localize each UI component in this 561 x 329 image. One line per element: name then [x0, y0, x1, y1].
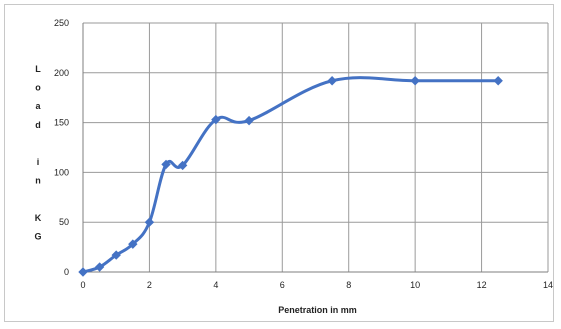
x-tick-label: 12 [477, 280, 487, 290]
axis-titles: Penetration in mm [278, 305, 357, 315]
data-point-marker [327, 76, 337, 86]
x-axis-title: Penetration in mm [278, 305, 357, 315]
tick-labels: 0 50 100 150 200 250 0 2 4 6 8 10 12 14 [54, 18, 553, 290]
x-tick-label: 14 [543, 280, 553, 290]
data-point-marker [177, 160, 188, 171]
data-point-marker [410, 76, 420, 86]
axes [82, 23, 548, 273]
data-point-marker [211, 114, 221, 125]
x-tick-label: 8 [346, 280, 351, 290]
y-tick-label: 250 [54, 18, 69, 28]
y-tick-label: 50 [59, 217, 69, 227]
x-tick-label: 2 [147, 280, 152, 290]
y-tick-label: 150 [54, 118, 69, 128]
y-axis-title-char: G [34, 231, 41, 241]
y-axis-title-char: K [35, 213, 42, 223]
data-point-marker [128, 239, 138, 249]
x-tick-label: 10 [410, 280, 420, 290]
y-axis-title-char: n [35, 176, 41, 186]
data-point-marker [144, 217, 155, 227]
y-tick-label: 0 [64, 267, 69, 277]
y-axis-title-char: o [35, 83, 41, 93]
data-point-marker [94, 262, 105, 272]
y-tick-label: 200 [54, 68, 69, 78]
y-axis-title-char: a [35, 101, 41, 111]
data-point-marker [78, 267, 88, 277]
series-group [78, 76, 503, 277]
x-tick-label: 6 [280, 280, 285, 290]
data-point-marker [161, 159, 171, 170]
gridlines [82, 22, 549, 273]
y-tick-label: 100 [54, 167, 69, 177]
x-tick-label: 4 [213, 280, 218, 290]
series-line [82, 76, 499, 274]
data-point-marker [493, 76, 503, 86]
data-point-marker [111, 250, 121, 260]
y-axis-title-char: d [35, 120, 41, 130]
data-point-marker [244, 115, 254, 126]
x-tick-label: 0 [80, 280, 85, 290]
y-axis-title-char: L [35, 64, 41, 74]
y-axis-title-char: i [37, 157, 40, 167]
